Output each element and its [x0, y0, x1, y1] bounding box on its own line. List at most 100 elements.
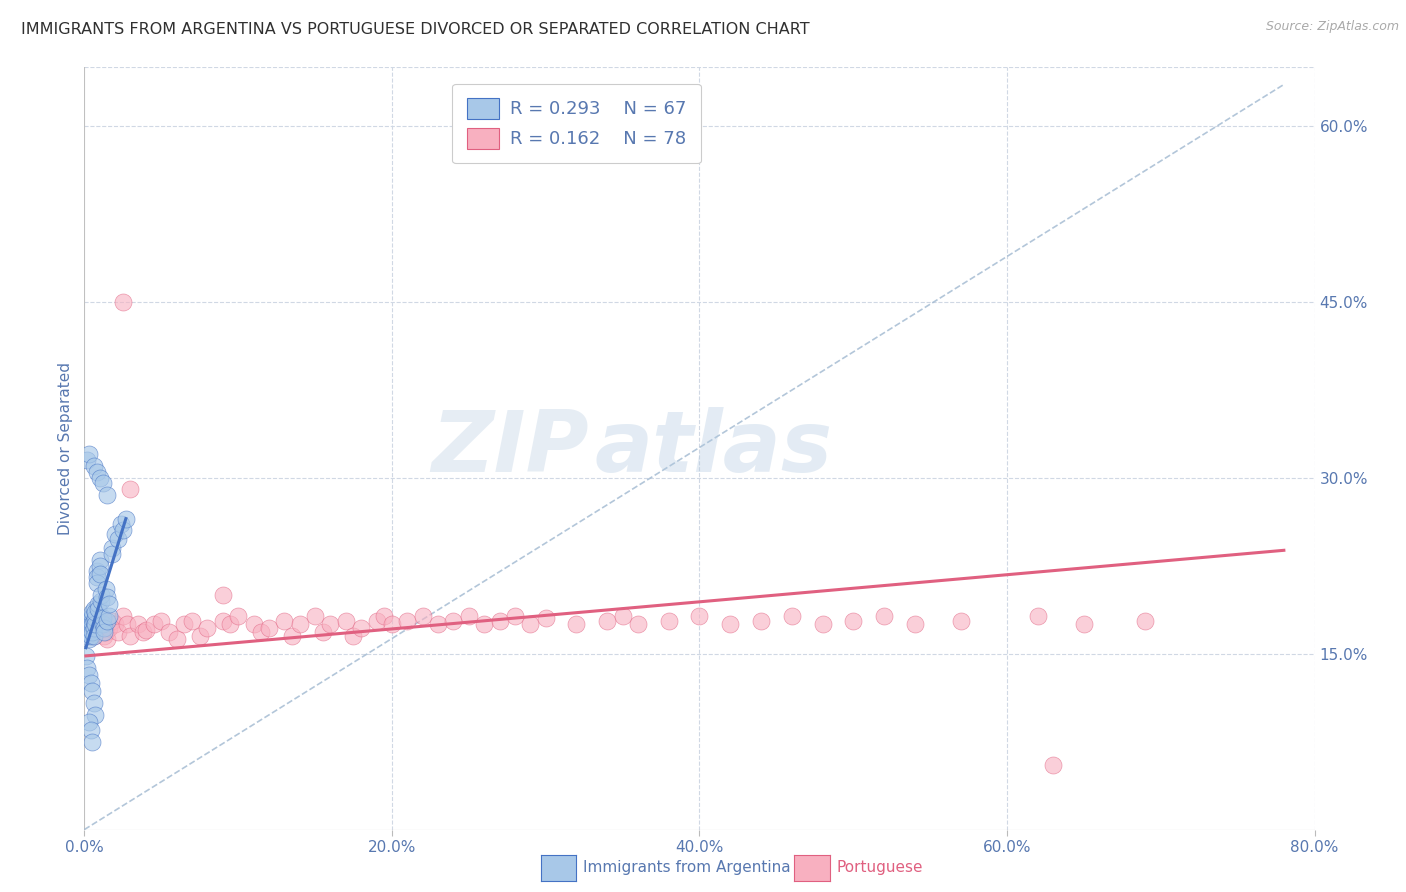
Point — [93, 629, 115, 643]
Point — [80, 609, 103, 624]
Point — [101, 547, 124, 561]
Point — [83, 602, 105, 616]
Point — [242, 617, 264, 632]
Point — [75, 625, 97, 640]
Point — [304, 609, 326, 624]
Point — [91, 611, 114, 625]
Point — [427, 617, 450, 632]
Point — [93, 621, 115, 635]
Point — [211, 588, 233, 602]
Point — [84, 625, 107, 640]
Point — [79, 723, 101, 737]
Point — [366, 614, 388, 628]
Point — [107, 625, 129, 640]
Point — [83, 629, 105, 643]
Point — [612, 609, 634, 624]
Point — [77, 714, 100, 729]
Point — [211, 614, 233, 628]
Point — [627, 617, 650, 632]
Point — [127, 617, 149, 632]
Point — [335, 614, 357, 628]
Point — [273, 614, 295, 628]
Point — [197, 621, 219, 635]
Point — [534, 611, 557, 625]
Point — [80, 734, 103, 748]
Point — [89, 566, 111, 581]
Point — [93, 625, 115, 640]
Point — [79, 617, 101, 632]
Point — [749, 614, 772, 628]
Point — [689, 609, 711, 624]
Point — [94, 625, 117, 640]
Point — [219, 617, 242, 632]
Point — [89, 617, 111, 632]
Point — [96, 488, 118, 502]
Point — [811, 617, 834, 632]
Point — [86, 570, 108, 584]
Point — [658, 614, 681, 628]
Point — [77, 447, 100, 461]
Point — [350, 621, 373, 635]
Point — [120, 483, 142, 497]
Point — [1026, 609, 1049, 624]
Point — [117, 617, 139, 632]
Point — [226, 609, 249, 624]
Point — [1073, 617, 1095, 632]
Point — [79, 611, 101, 625]
Point — [319, 617, 342, 632]
Point — [76, 623, 98, 637]
Point — [412, 609, 434, 624]
Point — [77, 621, 100, 635]
Point — [312, 625, 335, 640]
Point — [76, 629, 98, 643]
Point — [396, 614, 419, 628]
Point — [89, 470, 111, 484]
Point — [76, 453, 98, 467]
Point — [89, 558, 111, 573]
Point — [503, 609, 526, 624]
Point — [98, 609, 120, 624]
Point — [488, 614, 510, 628]
Legend: R = 0.293    N = 67, R = 0.162    N = 78: R = 0.293 N = 67, R = 0.162 N = 78 — [453, 84, 700, 163]
Point — [132, 625, 155, 640]
Point — [596, 614, 619, 628]
Point — [80, 606, 103, 620]
Point — [1042, 758, 1064, 772]
Point — [873, 609, 896, 624]
Point — [166, 632, 188, 647]
Point — [76, 617, 98, 632]
Point — [83, 629, 105, 643]
Point — [457, 609, 479, 624]
Point — [96, 591, 118, 605]
Point — [173, 617, 195, 632]
Point — [101, 541, 124, 555]
Point — [94, 582, 117, 596]
Point — [80, 625, 103, 640]
Point — [83, 621, 105, 635]
Point — [83, 696, 105, 710]
Point — [75, 629, 97, 643]
Point — [79, 623, 101, 637]
Point — [86, 465, 108, 479]
Text: atlas: atlas — [595, 407, 832, 490]
Text: ZIP: ZIP — [432, 407, 589, 490]
Point — [80, 617, 103, 632]
Text: Source: ZipAtlas.com: Source: ZipAtlas.com — [1265, 20, 1399, 33]
Text: Immigrants from Argentina: Immigrants from Argentina — [583, 861, 792, 875]
Point — [84, 611, 107, 625]
Point — [86, 621, 108, 635]
Point — [718, 617, 741, 632]
Point — [373, 609, 395, 624]
Point — [91, 617, 114, 632]
Point — [76, 625, 98, 640]
Point — [949, 614, 972, 628]
Point — [98, 621, 120, 635]
Point — [519, 617, 541, 632]
Point — [87, 602, 110, 616]
Point — [107, 532, 129, 546]
Point — [84, 707, 107, 722]
Point — [565, 617, 588, 632]
Point — [257, 621, 280, 635]
Point — [281, 629, 304, 643]
Point — [381, 617, 404, 632]
